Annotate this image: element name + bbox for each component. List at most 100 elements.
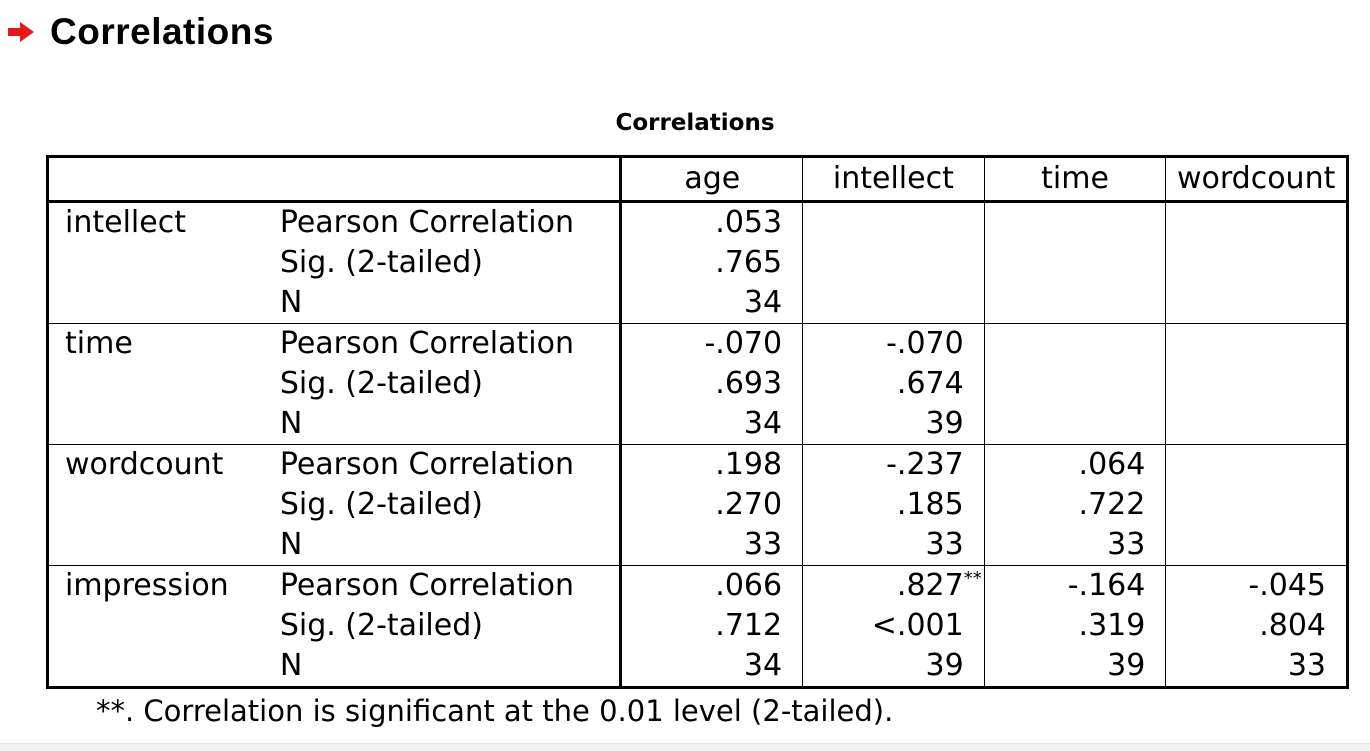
table-cell: .712 — [619, 606, 803, 646]
table-cell — [983, 201, 1166, 243]
table-cell — [983, 404, 1166, 445]
table-cell — [1165, 525, 1348, 566]
column-header: wordcount — [1165, 156, 1348, 203]
table-row: time Pearson Correlation -.070 -.070 — [47, 323, 1348, 445]
table-cell — [1165, 364, 1348, 404]
statistic-label: Pearson Correlation — [279, 568, 574, 603]
cell-value: .053 — [715, 205, 783, 240]
table-row: Sig. (2-tailed) .712 <.001 .319 .804 — [48, 606, 1348, 646]
table-cell: -.237 — [802, 444, 985, 485]
table-row: wordcount Pearson Correlation .198 -.237 .06… — [47, 444, 1348, 566]
table-cell — [1165, 323, 1348, 364]
column-header: intellect — [802, 156, 985, 203]
table-cell: -.070 — [802, 323, 985, 364]
table-cell — [983, 323, 1166, 364]
table-row: N 34 — [48, 283, 1348, 324]
table-cell: 33 — [619, 525, 803, 566]
header-corner — [47, 156, 621, 203]
cell-value: .319 — [1078, 608, 1146, 643]
red-arrow-icon[interactable] — [8, 22, 34, 42]
table-cell: .053 — [619, 201, 803, 243]
cell-value: 34 — [743, 285, 783, 320]
table-row: impression Pearson Correlation .066 .827 ** -… — [48, 565, 1348, 606]
table-cell: -.045 — [1165, 565, 1348, 606]
table-cell: 34 — [619, 404, 803, 445]
table-caption: Correlations — [615, 110, 775, 136]
table-cell: .270 — [619, 485, 803, 525]
table-cell: .804 — [1165, 606, 1348, 646]
cell-value: .765 — [715, 245, 783, 280]
column-header: age — [619, 156, 803, 203]
table-row: N 34 39 39 33 — [48, 646, 1348, 688]
cell-value: .185 — [896, 487, 964, 522]
cell-value: 33 — [1107, 527, 1146, 562]
cell-value: .066 — [715, 568, 783, 603]
viewer-bottom-bar — [0, 743, 1370, 751]
statistic-label: Sig. (2-tailed) — [279, 366, 483, 401]
table-row: N 34 39 — [48, 404, 1348, 445]
row-variable-label: intellect — [47, 201, 264, 324]
statistic-label: Sig. (2-tailed) — [279, 245, 483, 280]
statistic-label: N — [279, 648, 303, 683]
cell-value: .804 — [1259, 608, 1326, 643]
output-heading: Correlations — [8, 10, 274, 54]
cell-value: 39 — [925, 648, 964, 683]
cell-value: .064 — [1078, 447, 1146, 482]
statistic-label: N — [263, 404, 621, 445]
table-cell: 33 — [983, 525, 1166, 566]
table-cell — [1165, 283, 1348, 324]
output-heading-title: Correlations — [50, 11, 274, 52]
table-cell — [1165, 201, 1348, 243]
table-cell — [802, 283, 985, 324]
table-cell: .198 — [619, 444, 803, 485]
table-cell — [802, 243, 985, 283]
statistic-label: Pearson Correlation — [279, 205, 574, 240]
cell-value: -.045 — [1248, 568, 1326, 603]
table-cell: .319 — [983, 606, 1166, 646]
cell-value: .827 — [896, 568, 964, 603]
table-row: Sig. (2-tailed) .693 .674 — [48, 364, 1348, 404]
table-header-row: age intellect time wordcount — [47, 156, 1348, 203]
statistic-label: Sig. (2-tailed) — [279, 487, 483, 522]
cell-value: -.070 — [886, 326, 964, 361]
cell-value: .712 — [715, 608, 783, 643]
table-row: Sig. (2-tailed) .270 .185 .722 — [48, 485, 1348, 525]
cell-value: -.070 — [704, 326, 783, 361]
statistic-label: N — [263, 283, 621, 324]
table-cell — [1165, 444, 1348, 485]
cell-value: .693 — [715, 366, 783, 401]
table-cell: -.070 — [619, 323, 803, 364]
cell-value: .270 — [715, 487, 783, 522]
table-cell: 34 — [619, 646, 803, 688]
table-cell: 39 — [802, 404, 985, 445]
table-cell: .066 — [619, 565, 803, 606]
table-cell: .765 — [619, 243, 803, 283]
cell-value: 33 — [1287, 648, 1326, 683]
table-cell — [983, 364, 1166, 404]
cell-value: 39 — [1107, 648, 1146, 683]
table-footnote: **. Correlation is significant at the 0.… — [96, 694, 894, 728]
table-body: intellect Pearson Correlation .053 Sig. (2-… — [47, 201, 1348, 688]
cell-value: 33 — [925, 527, 964, 562]
table-cell: 39 — [983, 646, 1166, 688]
table-cell: .722 — [983, 485, 1166, 525]
table-cell — [1165, 485, 1348, 525]
cell-value: .198 — [715, 447, 783, 482]
table-row: N 33 33 33 — [48, 525, 1348, 566]
table-row: Sig. (2-tailed) .765 — [48, 243, 1348, 283]
cell-value: <.001 — [871, 608, 964, 643]
table-cell — [1165, 243, 1348, 283]
row-variable-label: time — [47, 323, 264, 445]
table-row: intellect Pearson Correlation .053 — [47, 201, 1348, 324]
cell-value: .722 — [1078, 487, 1146, 522]
column-header: time — [983, 156, 1166, 203]
statistic-label: Sig. (2-tailed) — [279, 608, 483, 643]
significance-marker: ** — [963, 568, 982, 589]
table-cell: 33 — [1165, 646, 1348, 688]
table-cell: 39 — [802, 646, 985, 688]
correlations-table[interactable]: age intellect time wordcount intellect Pe… — [46, 155, 1349, 689]
table-cell: .674 — [802, 364, 985, 404]
cell-value: -.237 — [886, 447, 964, 482]
cell-value: 39 — [925, 406, 964, 441]
table-cell: 34 — [619, 283, 803, 324]
